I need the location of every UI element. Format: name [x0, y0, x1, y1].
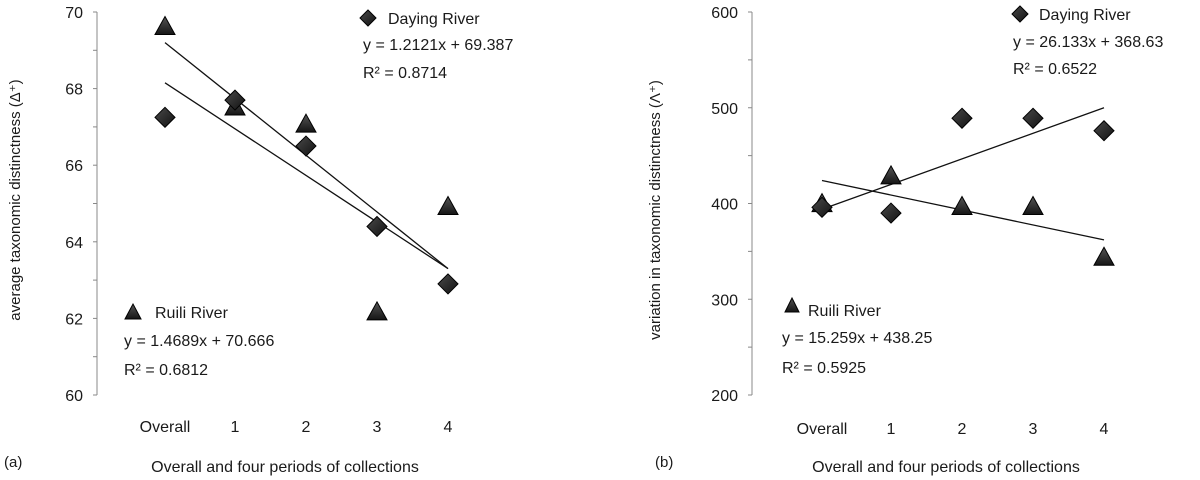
y-axis-label-b: variation in taxonomic distinctness (Λ⁺) [647, 80, 664, 340]
legend-daying-label-b: Daying River [1039, 7, 1131, 24]
x-axis-label-a: Overall and four periods of collections [151, 459, 419, 476]
daying-r2-a: R² = 0.8714 [363, 65, 447, 82]
trend-line-diamond-a [164, 82, 449, 270]
panel-label-a: (a) [4, 454, 22, 471]
x-tick-label-a: 2 [302, 419, 311, 436]
y-tick-label-a: 70 [65, 5, 83, 22]
triangle-point-a [154, 15, 176, 36]
panel-label-b: (b) [655, 454, 673, 471]
diamond-point-b [951, 107, 973, 129]
y-tick-label-b: 400 [711, 197, 738, 214]
diamond-point-b [880, 202, 902, 224]
legend-diamond-icon-b [1011, 5, 1029, 23]
diamond-point-a [224, 89, 246, 111]
x-tick-labels-a: Overall 1 2 3 4 [140, 419, 453, 436]
x-tick-label-b: 1 [887, 421, 896, 438]
legend-ruili-label-a: Ruili River [155, 305, 229, 322]
diamond-point-a [295, 135, 317, 157]
y-tick-label-a: 68 [65, 82, 83, 99]
x-axis-label-b: Overall and four periods of collections [812, 459, 1080, 476]
triangle-point-a [295, 113, 317, 133]
x-tick-labels-b: Overall 1 2 3 4 [797, 421, 1109, 438]
diamond-point-a [366, 215, 388, 238]
legend-diamond-icon-a [359, 9, 377, 27]
daying-equation-b: y = 26.133x + 368.63 [1013, 34, 1163, 51]
y-tick-label-a: 60 [65, 388, 83, 405]
triangle-point-a [366, 300, 388, 321]
trend-line-diamond-b [821, 107, 1105, 210]
diamond-point-b [1022, 107, 1044, 129]
triangle-point-b [951, 195, 973, 216]
triangle-point-b [880, 164, 902, 185]
diamond-point-b [811, 196, 833, 219]
y-tick-label-b: 200 [711, 388, 738, 405]
legend-triangle-icon-a [124, 302, 142, 320]
triangle-point-b [1022, 195, 1044, 216]
x-tick-label-a: 1 [231, 419, 240, 436]
legend-daying-label-a: Daying River [388, 11, 480, 28]
ruili-r2-a: R² = 0.6812 [124, 362, 208, 379]
markers-b [811, 107, 1115, 266]
panel-b: 200 300 400 500 600 Overall 1 2 3 4 variation in… [647, 5, 1163, 476]
legend-triangle-icon-b [784, 296, 800, 313]
y-ticks-b: 200 300 400 500 600 [711, 5, 752, 405]
x-tick-label-a: Overall [140, 419, 191, 436]
y-tick-label-b: 500 [711, 101, 738, 118]
x-tick-label-b: 3 [1029, 421, 1038, 438]
panel-a: 60 62 64 66 68 70 Overall 1 2 3 4 average taxonom… [4, 5, 513, 476]
y-ticks-a: 60 62 64 66 68 70 [65, 5, 97, 405]
legend-ruili-label-b: Ruili River [808, 303, 882, 320]
y-tick-label-b: 600 [711, 5, 738, 22]
triangle-point-a [437, 195, 459, 216]
daying-r2-b: R² = 0.6522 [1013, 61, 1097, 78]
x-tick-label-a: 3 [373, 419, 382, 436]
y-axis-label-a: average taxonomic distinctness (Δ⁺) [7, 79, 24, 320]
y-tick-label-a: 66 [65, 158, 83, 175]
triangle-point-b [1093, 246, 1115, 266]
daying-equation-a: y = 1.2121x + 69.387 [363, 37, 513, 54]
diamond-point-b [1093, 120, 1115, 142]
markers-a [154, 15, 459, 321]
ruili-equation-b: y = 15.259x + 438.25 [782, 330, 932, 347]
x-tick-label-b: Overall [797, 421, 848, 438]
ruili-r2-b: R² = 0.5925 [782, 360, 866, 377]
y-tick-label-a: 62 [65, 311, 83, 328]
x-tick-label-a: 4 [444, 419, 453, 436]
x-tick-label-b: 4 [1100, 421, 1109, 438]
y-tick-label-a: 64 [65, 235, 83, 252]
x-tick-label-b: 2 [958, 421, 967, 438]
y-tick-label-b: 300 [711, 292, 738, 309]
diamond-point-a [437, 273, 459, 295]
diamond-point-a [154, 106, 176, 129]
ruili-equation-a: y = 1.4689x + 70.666 [124, 333, 274, 350]
